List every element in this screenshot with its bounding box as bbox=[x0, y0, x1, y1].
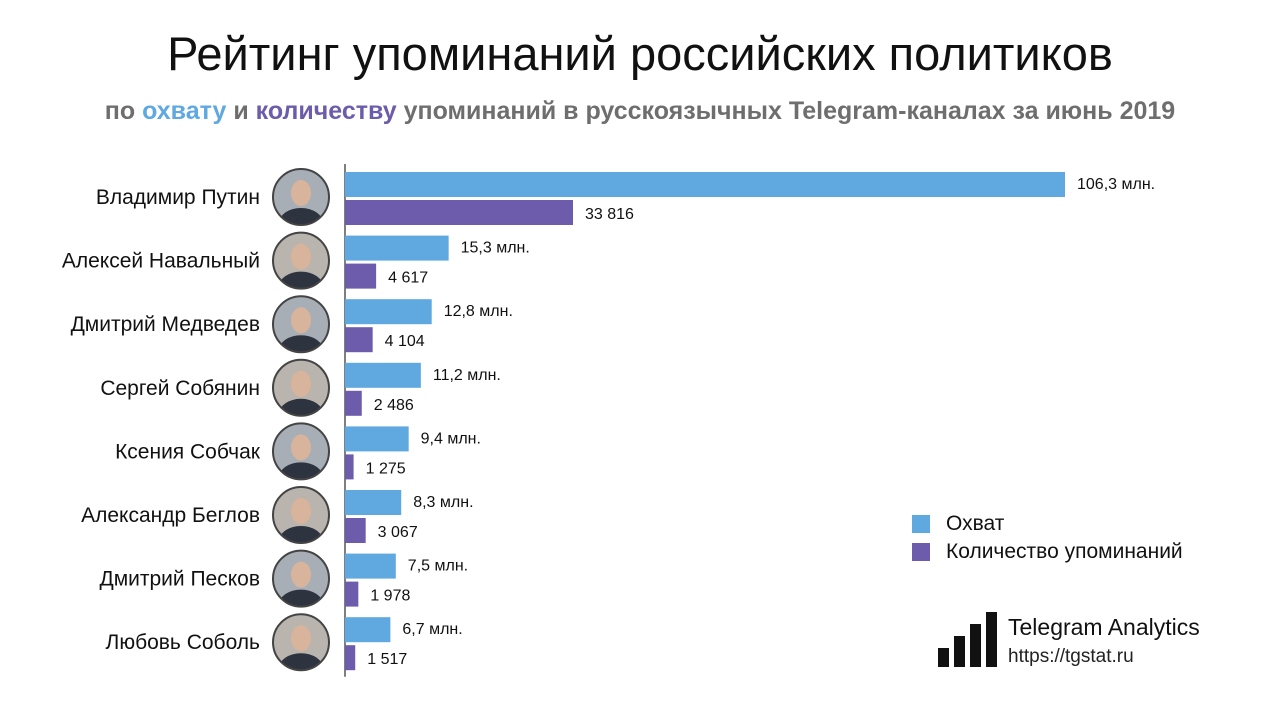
data-label-count: 2 486 bbox=[374, 397, 414, 414]
avatar-border bbox=[272, 613, 330, 672]
bar-reach bbox=[345, 490, 402, 515]
legend-swatch-reach bbox=[912, 515, 930, 533]
data-label-count: 3 067 bbox=[378, 524, 418, 541]
subtitle-suffix: упоминаний в русскоязычных Telegram-кана… bbox=[396, 97, 1176, 125]
person-photo-avatar bbox=[273, 359, 329, 416]
data-label-reach: 6,7 млн. bbox=[402, 621, 462, 638]
bar-count bbox=[345, 518, 366, 543]
legend-label-count: Количество упоминаний bbox=[946, 540, 1183, 563]
data-label-reach: 12,8 млн. bbox=[444, 303, 513, 320]
subtitle-and: и bbox=[226, 97, 256, 125]
data-label-reach: 9,4 млн. bbox=[421, 430, 481, 447]
avatar-border bbox=[272, 549, 330, 608]
subtitle-prefix: по bbox=[104, 97, 143, 125]
data-label-count: 4 104 bbox=[385, 333, 425, 350]
category-label: Дмитрий Песков bbox=[99, 568, 260, 591]
person-photo-avatar bbox=[273, 550, 329, 607]
data-label-reach: 15,3 млн. bbox=[461, 240, 530, 257]
subtitle-reach-word: охвату bbox=[142, 97, 227, 125]
subtitle-count-word: количеству bbox=[255, 97, 397, 125]
data-label-count: 33 816 bbox=[585, 206, 634, 223]
data-label-count: 4 617 bbox=[388, 270, 428, 287]
avatar-border bbox=[272, 295, 330, 354]
brand-name: Telegram Analytics bbox=[1008, 614, 1200, 640]
chart-title: Рейтинг упоминаний российских политиков bbox=[167, 27, 1113, 80]
legend-item-count: Количество упоминаний bbox=[912, 538, 1183, 566]
category-label: Александр Беглов bbox=[81, 504, 260, 527]
legend-label-reach: Охват bbox=[946, 512, 1005, 535]
avatar-border bbox=[272, 422, 330, 481]
data-label-count: 1 517 bbox=[367, 651, 407, 668]
data-label-reach: 8,3 млн. bbox=[413, 494, 473, 511]
brand-url: https://tgstat.ru bbox=[1008, 646, 1134, 667]
category-label: Алексей Навальный bbox=[62, 250, 260, 273]
data-label-count: 1 978 bbox=[370, 588, 410, 605]
person-photo-avatar bbox=[273, 232, 329, 289]
bar-count bbox=[345, 263, 377, 289]
person-photo-avatar bbox=[273, 614, 329, 671]
category-label: Дмитрий Медведев bbox=[71, 313, 260, 336]
category-label: Владимир Путин bbox=[96, 186, 260, 209]
legend-swatch-count bbox=[912, 543, 930, 561]
brand-block: Telegram Analytics https://tgstat.ru bbox=[938, 612, 1200, 673]
bar-count bbox=[345, 645, 356, 671]
bar-chart-logo-icon bbox=[938, 612, 997, 667]
bar-reach bbox=[345, 362, 421, 388]
person-photo-avatar bbox=[273, 487, 329, 543]
category-label: Любовь Соболь bbox=[106, 631, 261, 654]
data-label-count: 1 275 bbox=[366, 460, 406, 477]
chart-subtitle: по охвату и количеству упоминаний в русс… bbox=[0, 97, 1280, 126]
data-label-reach: 106,3 млн. bbox=[1077, 176, 1155, 193]
bar-count bbox=[345, 390, 362, 416]
person-photo-avatar bbox=[273, 296, 329, 353]
legend-item-reach: Охват bbox=[912, 510, 1183, 538]
bar-reach bbox=[345, 617, 391, 643]
avatar-border bbox=[272, 168, 330, 226]
bar-count bbox=[345, 581, 359, 607]
bar-count bbox=[345, 454, 354, 480]
avatar-border bbox=[272, 358, 330, 417]
person-photo-avatar bbox=[273, 169, 329, 225]
bar-reach bbox=[345, 426, 409, 452]
person-photo-avatar bbox=[273, 423, 329, 480]
legend: Охват Количество упоминаний bbox=[912, 510, 1183, 566]
avatar-border bbox=[272, 486, 330, 544]
category-label: Сергей Собянин bbox=[100, 377, 260, 400]
data-label-reach: 11,2 млн. bbox=[433, 367, 501, 384]
category-label: Ксения Собчак bbox=[115, 440, 261, 463]
bar-reach bbox=[345, 299, 432, 325]
bar-reach bbox=[345, 553, 396, 579]
data-label-reach: 7,5 млн. bbox=[408, 558, 468, 575]
bar-reach bbox=[345, 172, 1065, 197]
bar-count bbox=[345, 327, 373, 353]
avatar-border bbox=[272, 231, 330, 290]
bar-reach bbox=[345, 235, 449, 261]
bar-count bbox=[345, 200, 573, 225]
